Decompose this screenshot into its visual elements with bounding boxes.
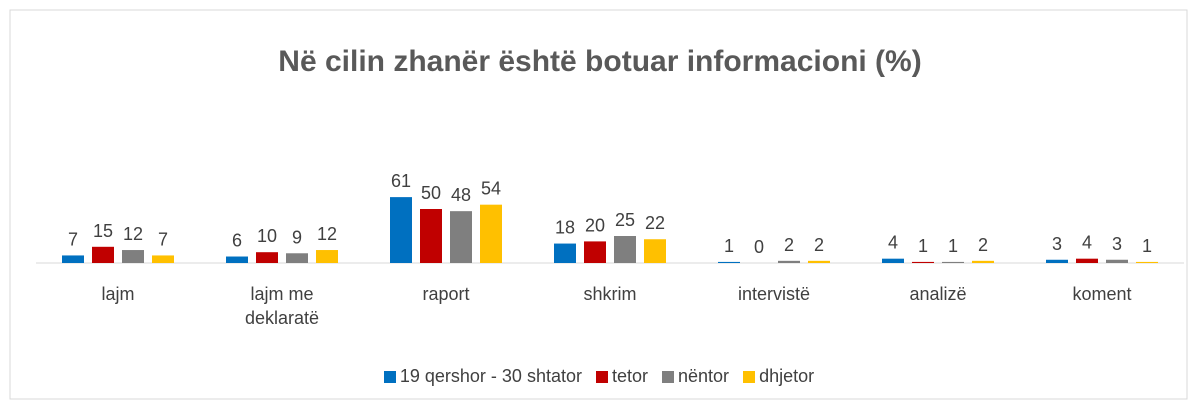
legend-label: dhjetor (759, 366, 815, 386)
data-label: 12 (123, 224, 143, 244)
bar (152, 255, 174, 263)
bar (718, 261, 740, 263)
data-label: 1 (918, 236, 928, 256)
x-tick-label: lajm (101, 284, 135, 304)
data-label: 61 (391, 171, 411, 191)
x-tick-label: analizë (909, 284, 967, 304)
data-label: 48 (451, 185, 471, 205)
bar (480, 204, 502, 263)
data-label: 12 (317, 224, 337, 244)
bar (450, 211, 472, 263)
data-label: 1 (948, 236, 958, 256)
bar (122, 250, 144, 263)
bar (256, 252, 278, 263)
bar (390, 197, 412, 263)
data-label: 1 (724, 236, 734, 256)
data-label: 0 (754, 237, 764, 257)
bar (584, 241, 606, 263)
data-label: 54 (481, 179, 501, 199)
data-label: 4 (888, 233, 898, 253)
bar (420, 209, 442, 263)
legend-label: nëntor (678, 366, 730, 386)
data-label: 3 (1112, 234, 1122, 254)
bar (92, 246, 114, 263)
data-label: 2 (784, 235, 794, 255)
x-tick-label: shkrim (583, 284, 637, 304)
legend-item: tetor (595, 366, 649, 387)
data-label: 25 (615, 210, 635, 230)
data-label: 7 (68, 229, 78, 249)
bar (1106, 259, 1128, 263)
bar (644, 239, 666, 263)
x-tick-label: koment (1072, 284, 1132, 304)
legend-swatch (662, 370, 675, 383)
x-tick-label: intervistë (737, 284, 811, 304)
bar (1136, 261, 1158, 263)
legend-swatch (743, 370, 756, 383)
x-tick-label: raport (422, 284, 470, 304)
bar (614, 236, 636, 263)
data-label: 1 (1142, 236, 1152, 256)
data-label: 50 (421, 183, 441, 203)
legend-swatch (595, 370, 608, 383)
x-tick-label: lajm me deklaratë (244, 284, 320, 328)
data-label: 6 (232, 231, 242, 251)
legend-item: dhjetor (743, 366, 814, 387)
bar (1076, 258, 1098, 263)
data-label: 7 (158, 229, 168, 249)
data-label: 15 (93, 221, 113, 241)
data-label: 4 (1082, 233, 1092, 253)
data-label: 9 (292, 227, 302, 247)
data-label: 3 (1052, 234, 1062, 254)
bar (882, 258, 904, 263)
bar (554, 243, 576, 263)
bar (778, 260, 800, 263)
data-label: 22 (645, 213, 665, 233)
data-label: 18 (555, 218, 575, 238)
bar (226, 256, 248, 263)
data-label: 20 (585, 215, 605, 235)
bar (1046, 259, 1068, 263)
chart-border (9, 9, 1188, 400)
bar (808, 260, 830, 263)
bar (972, 260, 994, 263)
legend-item: nëntor (662, 366, 729, 387)
data-label: 10 (257, 226, 277, 246)
legend-swatch (383, 370, 396, 383)
data-label: 2 (978, 235, 988, 255)
legend-label: tetor (611, 366, 649, 386)
legend-item: 19 qershor - 30 shtator (383, 366, 582, 387)
bar (286, 253, 308, 263)
bar (62, 255, 84, 263)
data-label: 2 (814, 235, 824, 255)
bar (316, 250, 338, 263)
bar (912, 261, 934, 263)
chart-title: Në cilin zhanër është botuar informacion… (278, 45, 922, 78)
legend: 19 qershor - 30 shtator tetor nëntor dhjeto… (0, 366, 1198, 387)
bar (942, 261, 964, 263)
legend-label: 19 qershor - 30 shtator (399, 366, 582, 386)
